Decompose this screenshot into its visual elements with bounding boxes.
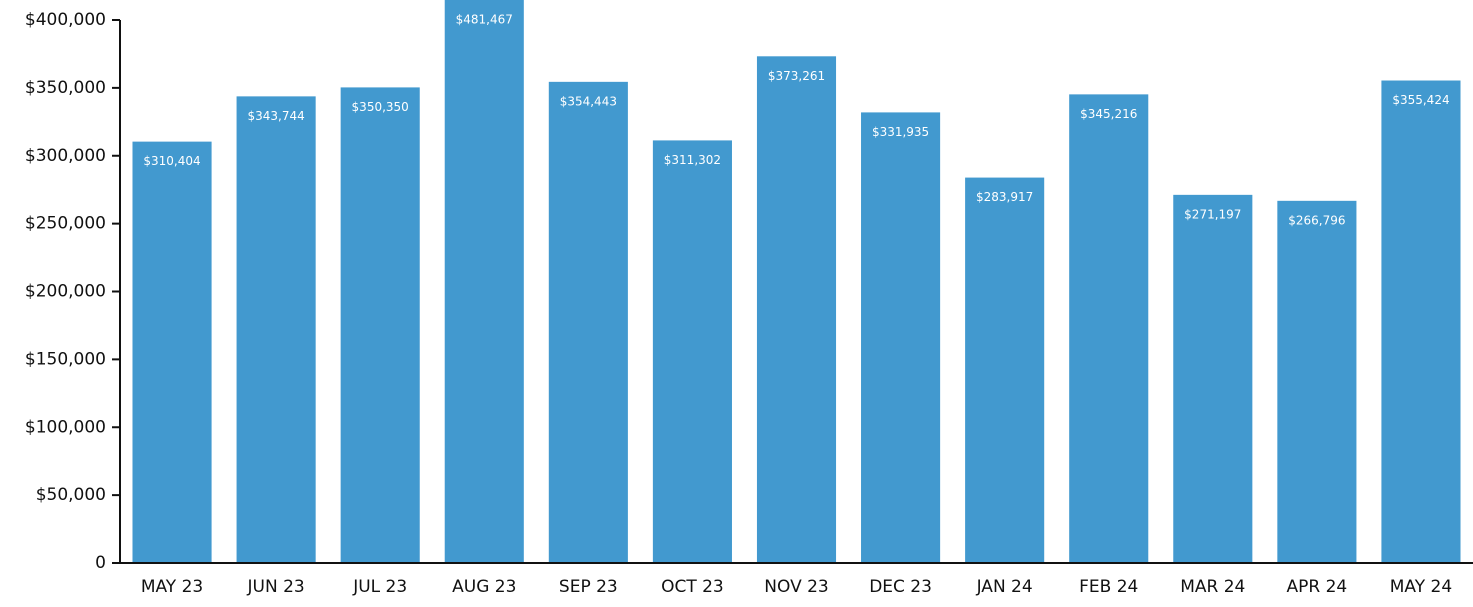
value-label: $355,424 bbox=[1392, 93, 1449, 107]
y-tick-label: $300,000 bbox=[25, 146, 106, 166]
y-tick-label: $250,000 bbox=[25, 214, 106, 234]
x-tick-label: OCT 23 bbox=[661, 577, 724, 597]
value-label: $345,216 bbox=[1080, 107, 1137, 121]
y-tick-label: $100,000 bbox=[25, 417, 106, 437]
bar bbox=[1069, 94, 1149, 563]
x-tick-label: JAN 24 bbox=[976, 577, 1033, 597]
x-tick-label: MAY 24 bbox=[1390, 577, 1452, 597]
x-tick-label: MAY 23 bbox=[141, 577, 203, 597]
bar bbox=[340, 87, 420, 563]
bar bbox=[132, 141, 212, 563]
bar bbox=[236, 96, 316, 563]
value-label: $481,467 bbox=[456, 13, 513, 27]
bar bbox=[444, 0, 524, 563]
value-label: $310,404 bbox=[143, 154, 200, 168]
y-tick-label: $50,000 bbox=[36, 485, 106, 505]
y-tick-label: $150,000 bbox=[25, 349, 106, 369]
value-label: $350,350 bbox=[352, 100, 409, 114]
x-tick-label: MAR 24 bbox=[1180, 577, 1245, 597]
y-tick-label: $350,000 bbox=[25, 78, 106, 98]
bar bbox=[756, 56, 837, 563]
value-label: $331,935 bbox=[872, 125, 929, 139]
bar bbox=[1173, 194, 1253, 563]
bar bbox=[1381, 80, 1461, 563]
value-label: $271,197 bbox=[1184, 207, 1241, 221]
value-label: $354,443 bbox=[560, 94, 617, 108]
x-tick-label: AUG 23 bbox=[452, 577, 516, 597]
x-tick-label: JUN 23 bbox=[247, 577, 305, 597]
bar bbox=[861, 112, 941, 563]
bars bbox=[132, 0, 1461, 563]
value-label: $266,796 bbox=[1288, 213, 1345, 227]
x-tick-label: NOV 23 bbox=[764, 577, 828, 597]
value-label: $343,744 bbox=[247, 109, 304, 123]
value-label: $373,261 bbox=[768, 69, 825, 83]
bar bbox=[1277, 200, 1357, 563]
bar bbox=[965, 177, 1045, 563]
x-tick-label: JUL 23 bbox=[352, 577, 407, 597]
x-tick-label: DEC 23 bbox=[869, 577, 932, 597]
bar bbox=[548, 81, 628, 563]
y-tick-label: $400,000 bbox=[25, 10, 106, 30]
x-tick-label: APR 24 bbox=[1287, 577, 1348, 597]
y-tick-label: 0 bbox=[95, 553, 106, 573]
y-tick-label: $200,000 bbox=[25, 282, 106, 302]
x-tick-label: SEP 23 bbox=[559, 577, 618, 597]
value-label: $311,302 bbox=[664, 153, 721, 167]
bar bbox=[652, 140, 732, 563]
x-tick-label: FEB 24 bbox=[1079, 577, 1138, 597]
value-label: $283,917 bbox=[976, 190, 1033, 204]
